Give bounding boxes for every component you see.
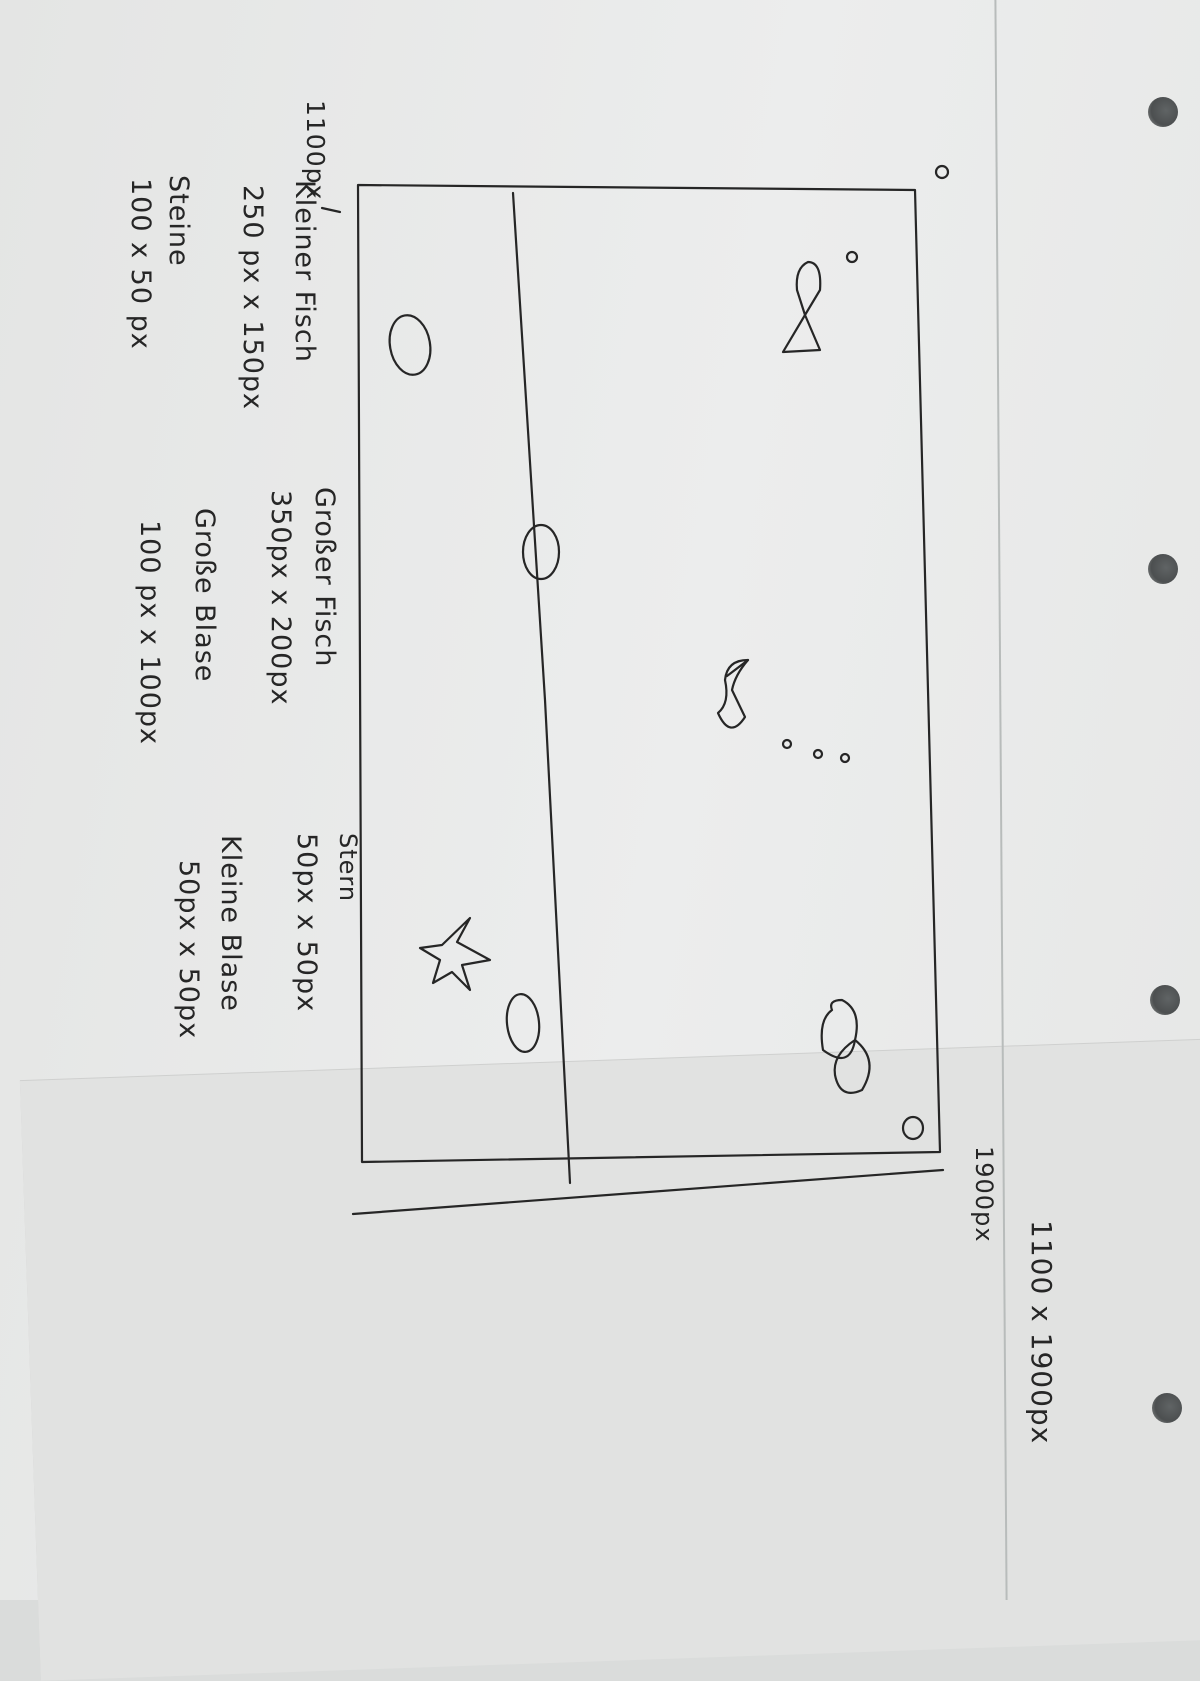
aquarium-sketch (320, 164, 950, 1216)
sand-line (511, 191, 572, 1185)
small-fish-name: Kleiner Fisch (289, 180, 320, 363)
small-bubble-icon (934, 164, 950, 180)
small-bubble-icon (845, 250, 859, 264)
floor-line (351, 1168, 945, 1216)
big-fish-size: 350px x 200px (265, 490, 296, 706)
stones-size: 100 x 50 px (125, 178, 156, 350)
small-bubble-icon (901, 1115, 925, 1141)
stone-icon (521, 523, 561, 581)
punch-hole-1 (1148, 97, 1178, 127)
aquarium-frame (356, 183, 942, 1164)
fish-icon (716, 658, 750, 729)
big-bubble-icon (505, 993, 541, 1053)
dimension-mark (320, 206, 342, 214)
big-fish-name: Großer Fisch (309, 487, 340, 668)
star-size: 50px x 50px (291, 833, 322, 1013)
punch-hole-2 (1148, 554, 1178, 584)
aquarium-width-label: 1900px (970, 1146, 998, 1243)
small-fish-icon (781, 260, 822, 354)
star-name: Stern (334, 833, 362, 903)
big-fish-icon (820, 998, 871, 1094)
stone-icon (388, 314, 432, 376)
small-fish-size: 250 px x 150px (237, 185, 268, 411)
overall-size-label: 1100 x 1900px (1025, 1220, 1058, 1445)
big-bubble-size: 100 px x 100px (134, 520, 165, 746)
star-icon (418, 916, 492, 992)
small-bubble-size: 50px x 50px (173, 860, 204, 1040)
small-bubble-icon (812, 748, 824, 760)
punch-hole-3 (1150, 985, 1180, 1015)
punch-hole-4 (1152, 1393, 1182, 1423)
stones-name: Steine (163, 175, 194, 267)
small-bubble-name: Kleine Blase (215, 835, 246, 1012)
small-bubble-icon (839, 752, 851, 764)
small-bubble-icon (781, 738, 793, 750)
big-bubble-name: Große Blase (189, 508, 220, 683)
